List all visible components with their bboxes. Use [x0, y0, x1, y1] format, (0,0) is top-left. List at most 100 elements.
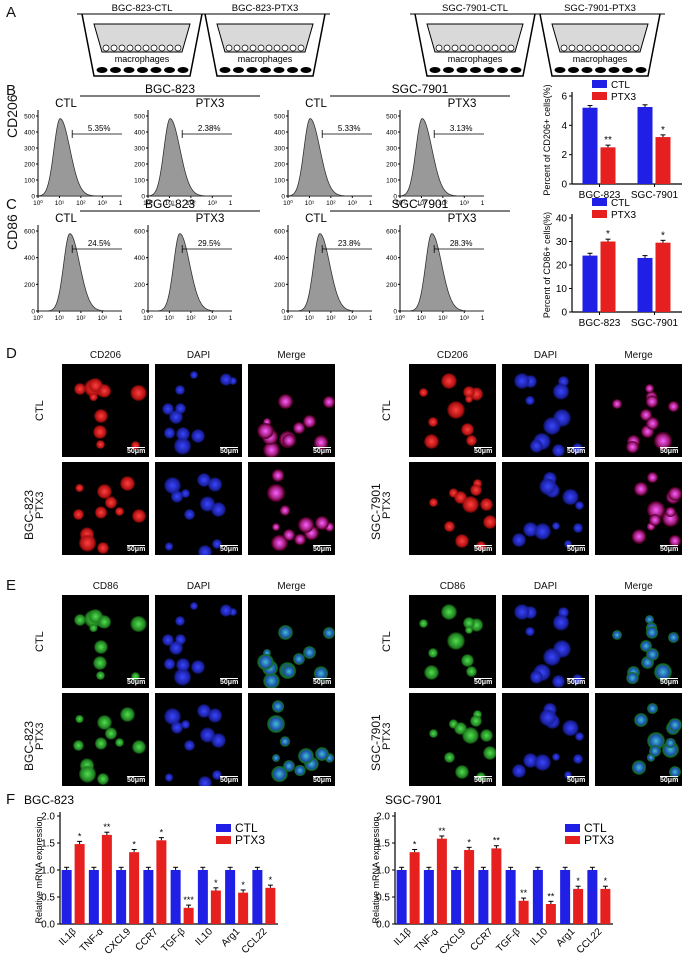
- cell: [423, 665, 440, 681]
- bar-ctl: [587, 870, 598, 924]
- histogram-curve: [149, 233, 232, 312]
- y-axis-label: Percent of CD206+ cells(%): [542, 84, 552, 195]
- cell: [464, 394, 474, 404]
- cell: [448, 719, 459, 729]
- cell: [668, 631, 680, 644]
- histogram-curve: [289, 233, 372, 312]
- cell: [277, 624, 294, 641]
- bar-ctl: [451, 870, 462, 924]
- y-tick-label: 500: [274, 114, 285, 121]
- x-tick-label: 10³: [98, 200, 108, 207]
- macrophage-cell: [246, 67, 258, 73]
- micrograph: 50μm: [62, 693, 149, 786]
- y-tick-label: 400: [386, 255, 397, 262]
- cell: [277, 393, 294, 410]
- x-tick-label: 10³: [460, 315, 470, 322]
- y-tick-label: 400: [386, 130, 397, 137]
- cell: [94, 737, 108, 751]
- macrophage-cell: [429, 67, 441, 73]
- cell: [263, 442, 280, 457]
- cell: [271, 753, 281, 763]
- macrophage-label: macrophages: [573, 54, 628, 64]
- cancer-cell: [118, 44, 126, 52]
- cell: [665, 506, 676, 517]
- cell: [428, 648, 438, 658]
- cell: [533, 522, 551, 540]
- cell: [464, 625, 474, 635]
- cell: [210, 501, 226, 517]
- cell: [525, 396, 535, 406]
- bar-ctl: [61, 870, 72, 924]
- cell: [483, 514, 496, 529]
- micrograph: 50μm: [62, 595, 149, 688]
- y-tick-label: 1.5: [41, 839, 55, 850]
- y-tick-label: 200: [386, 282, 397, 289]
- gate-percent: 23.8%: [338, 239, 361, 248]
- cell: [514, 603, 530, 620]
- channel-label: CD86: [439, 581, 466, 592]
- cell: [625, 671, 639, 685]
- y-tick-label: 20: [556, 261, 568, 272]
- cell: [181, 489, 190, 498]
- group-label: SGC-7901: [369, 714, 383, 771]
- y-tick-label: 300: [134, 146, 145, 153]
- bar-ptx3: [210, 890, 221, 924]
- bar-ptx3: [183, 907, 194, 924]
- y-tick-label: 400: [274, 130, 285, 137]
- cell: [196, 473, 211, 488]
- cancer-cell: [174, 44, 182, 52]
- bar-ctl: [88, 870, 99, 924]
- bar-ctl: [170, 870, 181, 924]
- y-tick-label: 200: [24, 282, 35, 289]
- cell: [461, 422, 475, 436]
- cell-line-header: BGC-823: [80, 82, 260, 97]
- insert-chamber: [551, 23, 649, 53]
- y-axis-label: Relative mRNA expression: [371, 816, 381, 923]
- histogram-fill: [149, 233, 232, 312]
- category-label: TGF-β: [159, 926, 188, 955]
- cancer-cell: [560, 44, 568, 52]
- cell: [551, 752, 561, 761]
- cancer-cell: [600, 44, 608, 52]
- micrograph: 50μm: [502, 693, 589, 786]
- channel-label: CD86: [92, 581, 119, 592]
- micrograph: 50μm: [248, 364, 335, 457]
- cell: [92, 655, 107, 670]
- cell: [419, 388, 429, 398]
- scale-bar: 50μm: [567, 447, 586, 455]
- micrograph: 50μm: [595, 462, 682, 555]
- bar-ctl: [560, 870, 571, 924]
- x-tick-label: 10¹: [417, 200, 427, 207]
- cell: [267, 483, 286, 502]
- condition-label: CTL: [55, 213, 77, 225]
- cancer-cell: [257, 44, 265, 52]
- cell: [324, 522, 335, 532]
- cell: [294, 533, 306, 546]
- cancer-cell: [507, 44, 515, 52]
- legend-swatch: [592, 80, 607, 88]
- category-label: TNF-α: [78, 926, 106, 954]
- bar-ptx3: [600, 241, 616, 312]
- macrophage-cell: [595, 67, 606, 73]
- group-label: SGC-7901: [369, 483, 383, 540]
- x-tick-label: 10⁴: [369, 315, 372, 322]
- cell: [313, 435, 329, 451]
- gate-percent: 29.5%: [198, 239, 221, 248]
- channel-label: Merge: [277, 350, 306, 361]
- significance-mark: **: [547, 891, 555, 901]
- scale-bar: 50μm: [474, 776, 493, 784]
- significance-mark: *: [661, 125, 665, 136]
- cell: [543, 416, 561, 435]
- row-label: CTL: [381, 399, 393, 421]
- scale-bar: 50μm: [567, 545, 586, 553]
- scale-bar: 50μm: [567, 776, 586, 784]
- y-tick-label: 0: [393, 194, 397, 201]
- cell: [447, 401, 465, 419]
- bar-ptx3: [573, 888, 584, 924]
- category-label: CXCL9: [103, 926, 134, 957]
- macrophage-cell: [110, 67, 121, 73]
- macrophage-label: macrophages: [238, 54, 293, 64]
- y-tick-label: 0: [561, 308, 567, 319]
- cell-line-name: SGC-7901: [392, 197, 449, 211]
- cell: [163, 427, 176, 439]
